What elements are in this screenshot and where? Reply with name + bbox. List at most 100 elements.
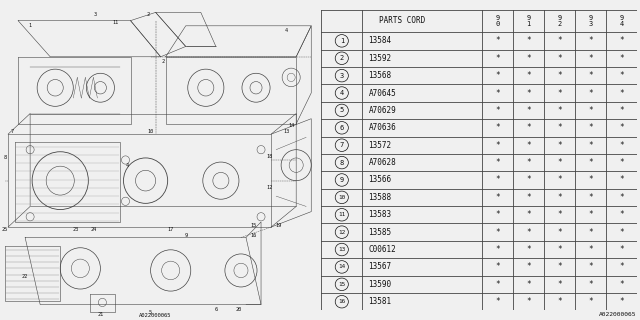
Text: 16: 16 [338,299,346,304]
Text: *: * [526,89,531,98]
Text: 21: 21 [97,312,104,317]
Text: *: * [495,123,500,132]
Text: *: * [619,280,623,289]
Text: 5: 5 [340,108,344,113]
Text: *: * [588,280,593,289]
Text: 9
4: 9 4 [620,15,623,27]
Text: *: * [526,210,531,219]
Text: *: * [588,158,593,167]
Text: 6: 6 [340,125,344,131]
Text: 5: 5 [149,310,152,315]
Text: A022000065: A022000065 [140,313,172,318]
Text: 13592: 13592 [369,54,392,63]
Text: 10: 10 [147,129,154,133]
Text: 13584: 13584 [369,36,392,45]
Text: *: * [557,280,562,289]
Text: *: * [495,175,500,184]
Text: *: * [557,262,562,271]
Text: *: * [495,36,500,45]
Text: 7: 7 [340,142,344,148]
Text: *: * [495,210,500,219]
Text: *: * [619,210,623,219]
Text: 16: 16 [250,233,256,238]
Text: *: * [526,71,531,80]
Text: *: * [588,228,593,237]
Text: 9
2: 9 2 [557,15,562,27]
Text: A022000065: A022000065 [599,312,637,317]
Text: *: * [495,158,500,167]
Text: 19: 19 [275,222,281,228]
Text: *: * [619,89,623,98]
Text: *: * [557,71,562,80]
Text: *: * [557,89,562,98]
Text: *: * [495,297,500,306]
Text: 6: 6 [214,307,218,312]
Text: *: * [557,245,562,254]
Text: *: * [495,106,500,115]
Text: *: * [495,193,500,202]
Text: 12: 12 [266,185,272,190]
Text: *: * [619,228,623,237]
Text: *: * [526,262,531,271]
Text: *: * [557,54,562,63]
Text: *: * [588,297,593,306]
Text: 13588: 13588 [369,193,392,202]
Text: *: * [588,175,593,184]
Text: *: * [619,54,623,63]
Text: 1: 1 [29,23,32,28]
Text: 9
3: 9 3 [588,15,593,27]
Text: *: * [526,280,531,289]
Text: 1: 1 [340,38,344,44]
Text: 4: 4 [285,28,288,34]
Text: 25: 25 [2,227,8,232]
Text: 17: 17 [168,227,174,232]
Text: *: * [619,193,623,202]
Text: C00612: C00612 [369,245,396,254]
Text: *: * [588,210,593,219]
Text: *: * [619,175,623,184]
Text: 2: 2 [340,55,344,61]
Text: 9
0: 9 0 [495,15,500,27]
Text: 23: 23 [72,227,79,232]
Text: 15: 15 [250,222,256,228]
Text: *: * [495,71,500,80]
Text: 13568: 13568 [369,71,392,80]
Text: 13: 13 [283,129,289,133]
Text: *: * [588,71,593,80]
Text: 9
1: 9 1 [527,15,531,27]
Text: *: * [619,158,623,167]
Text: 13590: 13590 [369,280,392,289]
Text: *: * [495,54,500,63]
Text: *: * [526,54,531,63]
Text: 14: 14 [288,124,294,128]
Text: *: * [557,175,562,184]
Text: *: * [526,228,531,237]
Text: *: * [588,141,593,150]
Text: 3: 3 [340,73,344,79]
Text: *: * [619,297,623,306]
Text: 13583: 13583 [369,210,392,219]
Text: *: * [557,297,562,306]
Text: 13572: 13572 [369,141,392,150]
Text: *: * [526,106,531,115]
Text: 4: 4 [340,90,344,96]
Text: *: * [619,106,623,115]
Text: *: * [557,36,562,45]
Text: *: * [526,141,531,150]
Text: *: * [557,228,562,237]
Text: *: * [526,36,531,45]
Text: 20: 20 [236,307,242,312]
Text: 11: 11 [113,20,118,25]
Text: *: * [557,193,562,202]
Text: 8: 8 [3,156,6,160]
Text: *: * [495,245,500,254]
Text: 7: 7 [10,129,13,133]
Text: 10: 10 [338,195,346,200]
Text: *: * [495,228,500,237]
Text: 2: 2 [161,60,164,64]
Text: *: * [557,141,562,150]
Text: A70645: A70645 [369,89,396,98]
Text: *: * [526,193,531,202]
Text: 13567: 13567 [369,262,392,271]
Text: *: * [588,193,593,202]
